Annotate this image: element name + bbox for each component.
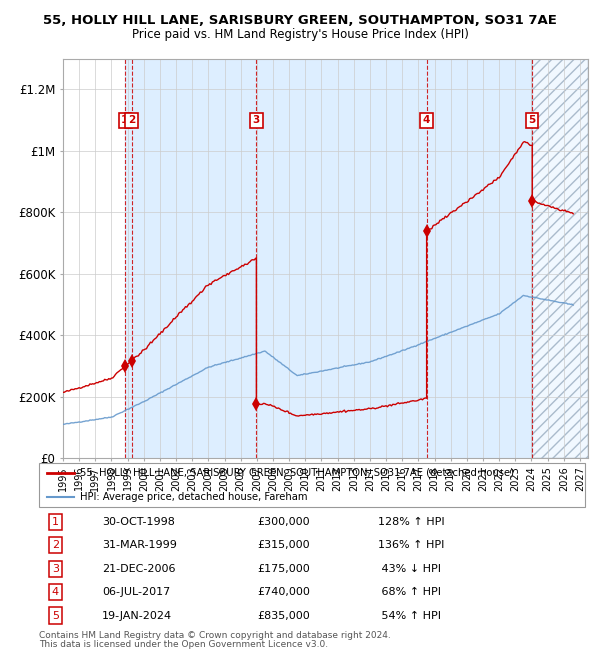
Text: 30-OCT-1998: 30-OCT-1998 <box>102 517 175 527</box>
Bar <box>427 58 532 458</box>
Text: £315,000: £315,000 <box>257 540 310 551</box>
Text: HPI: Average price, detached house, Fareham: HPI: Average price, detached house, Fare… <box>80 492 307 502</box>
Text: 136% ↑ HPI: 136% ↑ HPI <box>377 540 444 551</box>
Text: 31-MAR-1999: 31-MAR-1999 <box>102 540 176 551</box>
Text: 2: 2 <box>52 540 59 551</box>
Text: 19-JAN-2024: 19-JAN-2024 <box>102 610 172 621</box>
Text: £835,000: £835,000 <box>257 610 310 621</box>
Text: 1: 1 <box>121 116 128 125</box>
Text: 3: 3 <box>52 564 59 574</box>
Text: Price paid vs. HM Land Registry's House Price Index (HPI): Price paid vs. HM Land Registry's House … <box>131 28 469 41</box>
Bar <box>125 58 131 458</box>
Text: 55, HOLLY HILL LANE, SARISBURY GREEN, SOUTHAMPTON, SO31 7AE (detached house): 55, HOLLY HILL LANE, SARISBURY GREEN, SO… <box>80 467 514 478</box>
Text: 4: 4 <box>52 587 59 597</box>
Text: £300,000: £300,000 <box>257 517 310 527</box>
Text: 1: 1 <box>52 517 59 527</box>
Text: £740,000: £740,000 <box>257 587 310 597</box>
Text: 06-JUL-2017: 06-JUL-2017 <box>102 587 170 597</box>
Bar <box>532 58 588 458</box>
Text: £175,000: £175,000 <box>257 564 310 574</box>
Text: 5: 5 <box>52 610 59 621</box>
Text: 21-DEC-2006: 21-DEC-2006 <box>102 564 175 574</box>
Bar <box>256 58 427 458</box>
Text: 128% ↑ HPI: 128% ↑ HPI <box>377 517 444 527</box>
Text: 43% ↓ HPI: 43% ↓ HPI <box>377 564 440 574</box>
Bar <box>131 58 256 458</box>
Text: 2: 2 <box>128 116 135 125</box>
Text: 55, HOLLY HILL LANE, SARISBURY GREEN, SOUTHAMPTON, SO31 7AE: 55, HOLLY HILL LANE, SARISBURY GREEN, SO… <box>43 14 557 27</box>
Text: This data is licensed under the Open Government Licence v3.0.: This data is licensed under the Open Gov… <box>39 640 328 649</box>
Text: 4: 4 <box>423 116 430 125</box>
Text: 3: 3 <box>253 116 260 125</box>
Text: 5: 5 <box>529 116 536 125</box>
Text: 54% ↑ HPI: 54% ↑ HPI <box>377 610 440 621</box>
Text: 68% ↑ HPI: 68% ↑ HPI <box>377 587 440 597</box>
Bar <box>532 58 588 458</box>
Text: Contains HM Land Registry data © Crown copyright and database right 2024.: Contains HM Land Registry data © Crown c… <box>39 630 391 640</box>
